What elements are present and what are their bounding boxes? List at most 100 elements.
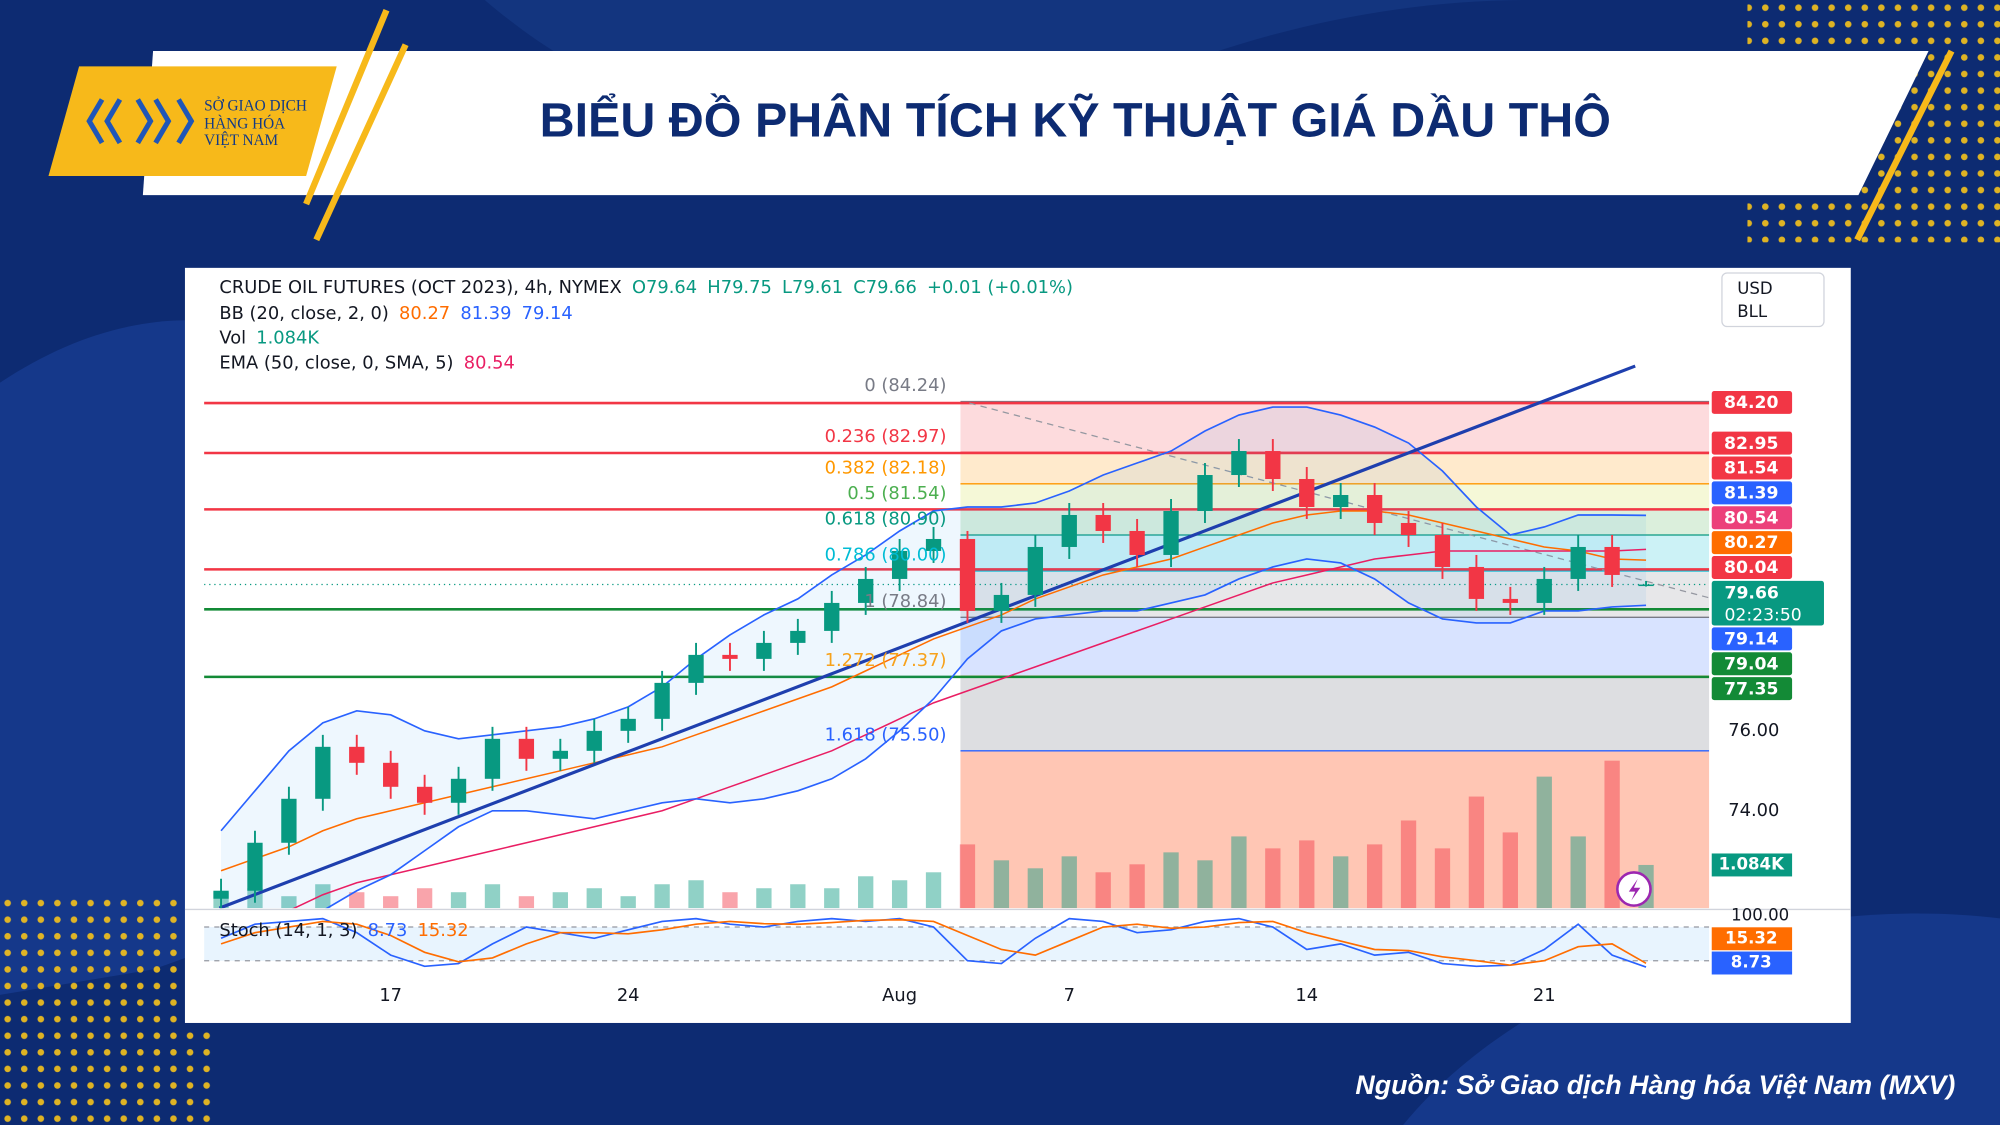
fib-zone xyxy=(960,617,1710,677)
legend-text: +0.01 (+0.01%) xyxy=(927,277,1073,298)
price-tag xyxy=(1711,652,1793,676)
candle-body xyxy=(1366,494,1383,523)
candle-body xyxy=(1400,522,1417,535)
price-tag xyxy=(1711,627,1793,651)
volume-bar xyxy=(959,844,976,909)
volume-bar xyxy=(688,880,704,909)
trendline xyxy=(218,364,1636,909)
stoch-tag-label: 15.32 xyxy=(1725,928,1777,947)
legend-text: 80.27 xyxy=(399,303,450,324)
fib-label: 0.236 (82.97) xyxy=(825,426,947,447)
candle-body xyxy=(790,630,806,643)
candle-body xyxy=(1095,514,1111,531)
legend-text: O79.64 xyxy=(632,277,697,298)
price-tag-label: 79.14 xyxy=(1724,630,1778,650)
fib-label: 1.618 (75.50) xyxy=(825,725,947,746)
currency: USD xyxy=(1737,279,1772,298)
price-tag-label: 80.04 xyxy=(1724,558,1778,578)
candle-body xyxy=(1231,451,1247,476)
volume-bar xyxy=(1163,852,1179,909)
logo-icon xyxy=(86,98,195,145)
legend-text: BB (20, close, 2, 0) xyxy=(219,303,388,324)
volume-bar xyxy=(1536,776,1552,909)
candle-body xyxy=(1468,566,1485,599)
stoch-band xyxy=(204,927,1710,961)
candle-body xyxy=(416,786,433,803)
candle-body xyxy=(1333,494,1349,507)
fib-zone xyxy=(960,509,1710,535)
projection-line xyxy=(969,402,1710,599)
candle-body xyxy=(315,746,331,799)
volume-bar xyxy=(383,896,399,909)
volume-bar xyxy=(790,884,806,909)
volume-bar xyxy=(1231,836,1247,909)
candle-body xyxy=(858,578,874,603)
price-tag-label: 77.35 xyxy=(1724,679,1778,699)
stoch-tick-label: 100.00 xyxy=(1731,905,1789,924)
countdown: 02:23:50 xyxy=(1724,605,1801,625)
logo-text: VIỆT NAM xyxy=(204,132,278,149)
candle-body xyxy=(1604,546,1620,575)
fib-zone xyxy=(960,750,1710,909)
volume-bar xyxy=(1129,864,1145,909)
candle-body xyxy=(1027,546,1043,595)
candle-body xyxy=(213,890,229,899)
candle-body xyxy=(1061,514,1077,547)
chart-overlay: 0 (84.24) 0.236 (82.97) 0.382 (82.18) 0.5 (… xyxy=(184,277,1851,1006)
candle-body xyxy=(1129,530,1145,555)
y-tick-label: 74.00 xyxy=(1728,800,1779,821)
volume-bar xyxy=(1468,796,1485,909)
volume-bar xyxy=(993,860,1010,909)
volume-bar xyxy=(1434,848,1451,909)
x-tick-label: 17 xyxy=(379,985,402,1006)
logo-text: SỞ GIAO DỊCH xyxy=(204,98,307,115)
volume-bar xyxy=(1333,856,1349,909)
fib-label: 0.786 (80.00) xyxy=(825,545,947,566)
volume-bar xyxy=(1502,832,1518,909)
price-tag-label: 84.20 xyxy=(1724,393,1778,413)
volume-bar xyxy=(824,888,840,909)
fib-label: 0.5 (81.54) xyxy=(847,483,946,504)
bb-fill xyxy=(221,407,1647,909)
legend-text: 1.084K xyxy=(256,328,320,349)
bb-lower xyxy=(325,558,1647,909)
price-tag xyxy=(1711,506,1793,530)
fib-label: 0.382 (82.18) xyxy=(825,458,947,479)
stoch-tag xyxy=(1711,927,1793,951)
legend-text: 80.54 xyxy=(464,353,515,374)
legend-text: 15.32 xyxy=(418,920,469,941)
volume-bar xyxy=(1027,868,1043,909)
legend-text: C79.66 xyxy=(853,277,917,298)
candle-body xyxy=(1638,584,1654,587)
x-tick-label: Aug xyxy=(882,985,917,1006)
candle-body xyxy=(586,730,602,751)
x-tick-label: 24 xyxy=(617,985,640,1006)
deco-line xyxy=(303,8,390,206)
legend-text: H79.75 xyxy=(707,277,772,298)
chart-panel xyxy=(184,267,1851,1023)
candle-body xyxy=(1163,510,1179,555)
fib-zone xyxy=(960,676,1710,751)
fib-zone xyxy=(960,452,1710,484)
volume-tag-label: 1.084K xyxy=(1719,854,1785,873)
legend-text: Vol xyxy=(219,328,246,349)
candle-body xyxy=(1197,475,1213,511)
candle-body xyxy=(281,798,297,843)
candle-body xyxy=(824,602,840,631)
source-note: Nguồn: Sở Giao dịch Hàng hóa Việt Nam (M… xyxy=(1355,1070,1955,1100)
volume-bar xyxy=(1604,760,1620,909)
candle-body xyxy=(552,750,568,759)
volume-bar xyxy=(450,892,467,909)
y-tick-label: 76.00 xyxy=(1728,720,1779,741)
price-tag-label: 79.66 xyxy=(1724,584,1778,604)
volume-bar xyxy=(586,888,602,909)
volume-bar xyxy=(484,884,501,909)
price-tag-label: 80.27 xyxy=(1724,533,1778,553)
volume-bar xyxy=(1570,836,1586,909)
stoch-k xyxy=(220,917,1647,968)
x-tick-label: 21 xyxy=(1533,985,1556,1006)
volume-bar xyxy=(281,896,297,909)
candle-body xyxy=(722,654,738,659)
candle-body xyxy=(654,682,670,719)
